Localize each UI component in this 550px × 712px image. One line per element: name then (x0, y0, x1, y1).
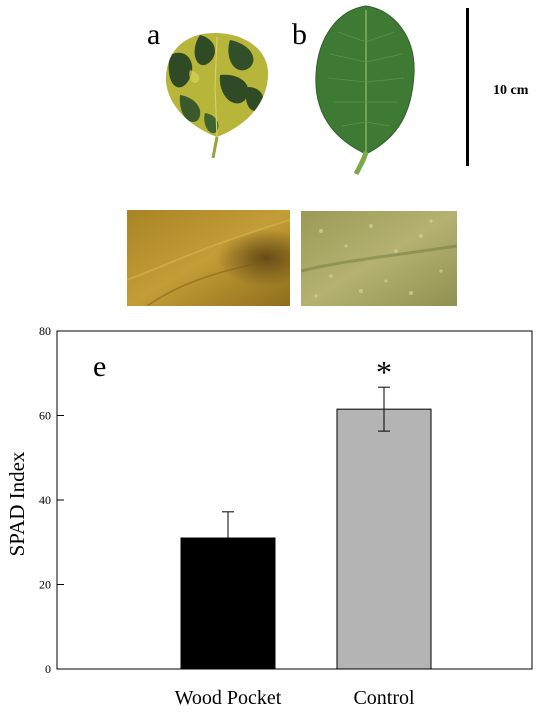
x-category-label: Control (353, 687, 415, 709)
y-tick-label: 60 (39, 409, 51, 423)
leaf-a-image (165, 33, 269, 159)
y-axis-label: SPAD Index (5, 451, 29, 556)
y-tick-label: 80 (39, 324, 51, 338)
micrograph-d (301, 211, 457, 306)
leaf-b-image (315, 5, 415, 176)
scale-bar (466, 8, 469, 166)
x-category-label: Wood Pocket (175, 687, 282, 709)
panel-label-b: b (292, 18, 307, 51)
y-tick-label: 20 (39, 578, 51, 592)
scale-bar-label: 10 cm (493, 83, 529, 98)
bar-control (336, 408, 432, 670)
micrograph-c (127, 210, 290, 306)
y-tick-label: 0 (45, 662, 51, 676)
y-tick-label: 40 (39, 493, 51, 507)
panel-label-a: a (147, 18, 161, 51)
plot-frame (56, 330, 533, 670)
significance-marker: * (376, 354, 392, 390)
panel-label-e: e (93, 350, 106, 383)
spad-bar-chart: e SPAD Index 0 20 40 60 80 * Wood Pocket Cont… (5, 324, 533, 709)
